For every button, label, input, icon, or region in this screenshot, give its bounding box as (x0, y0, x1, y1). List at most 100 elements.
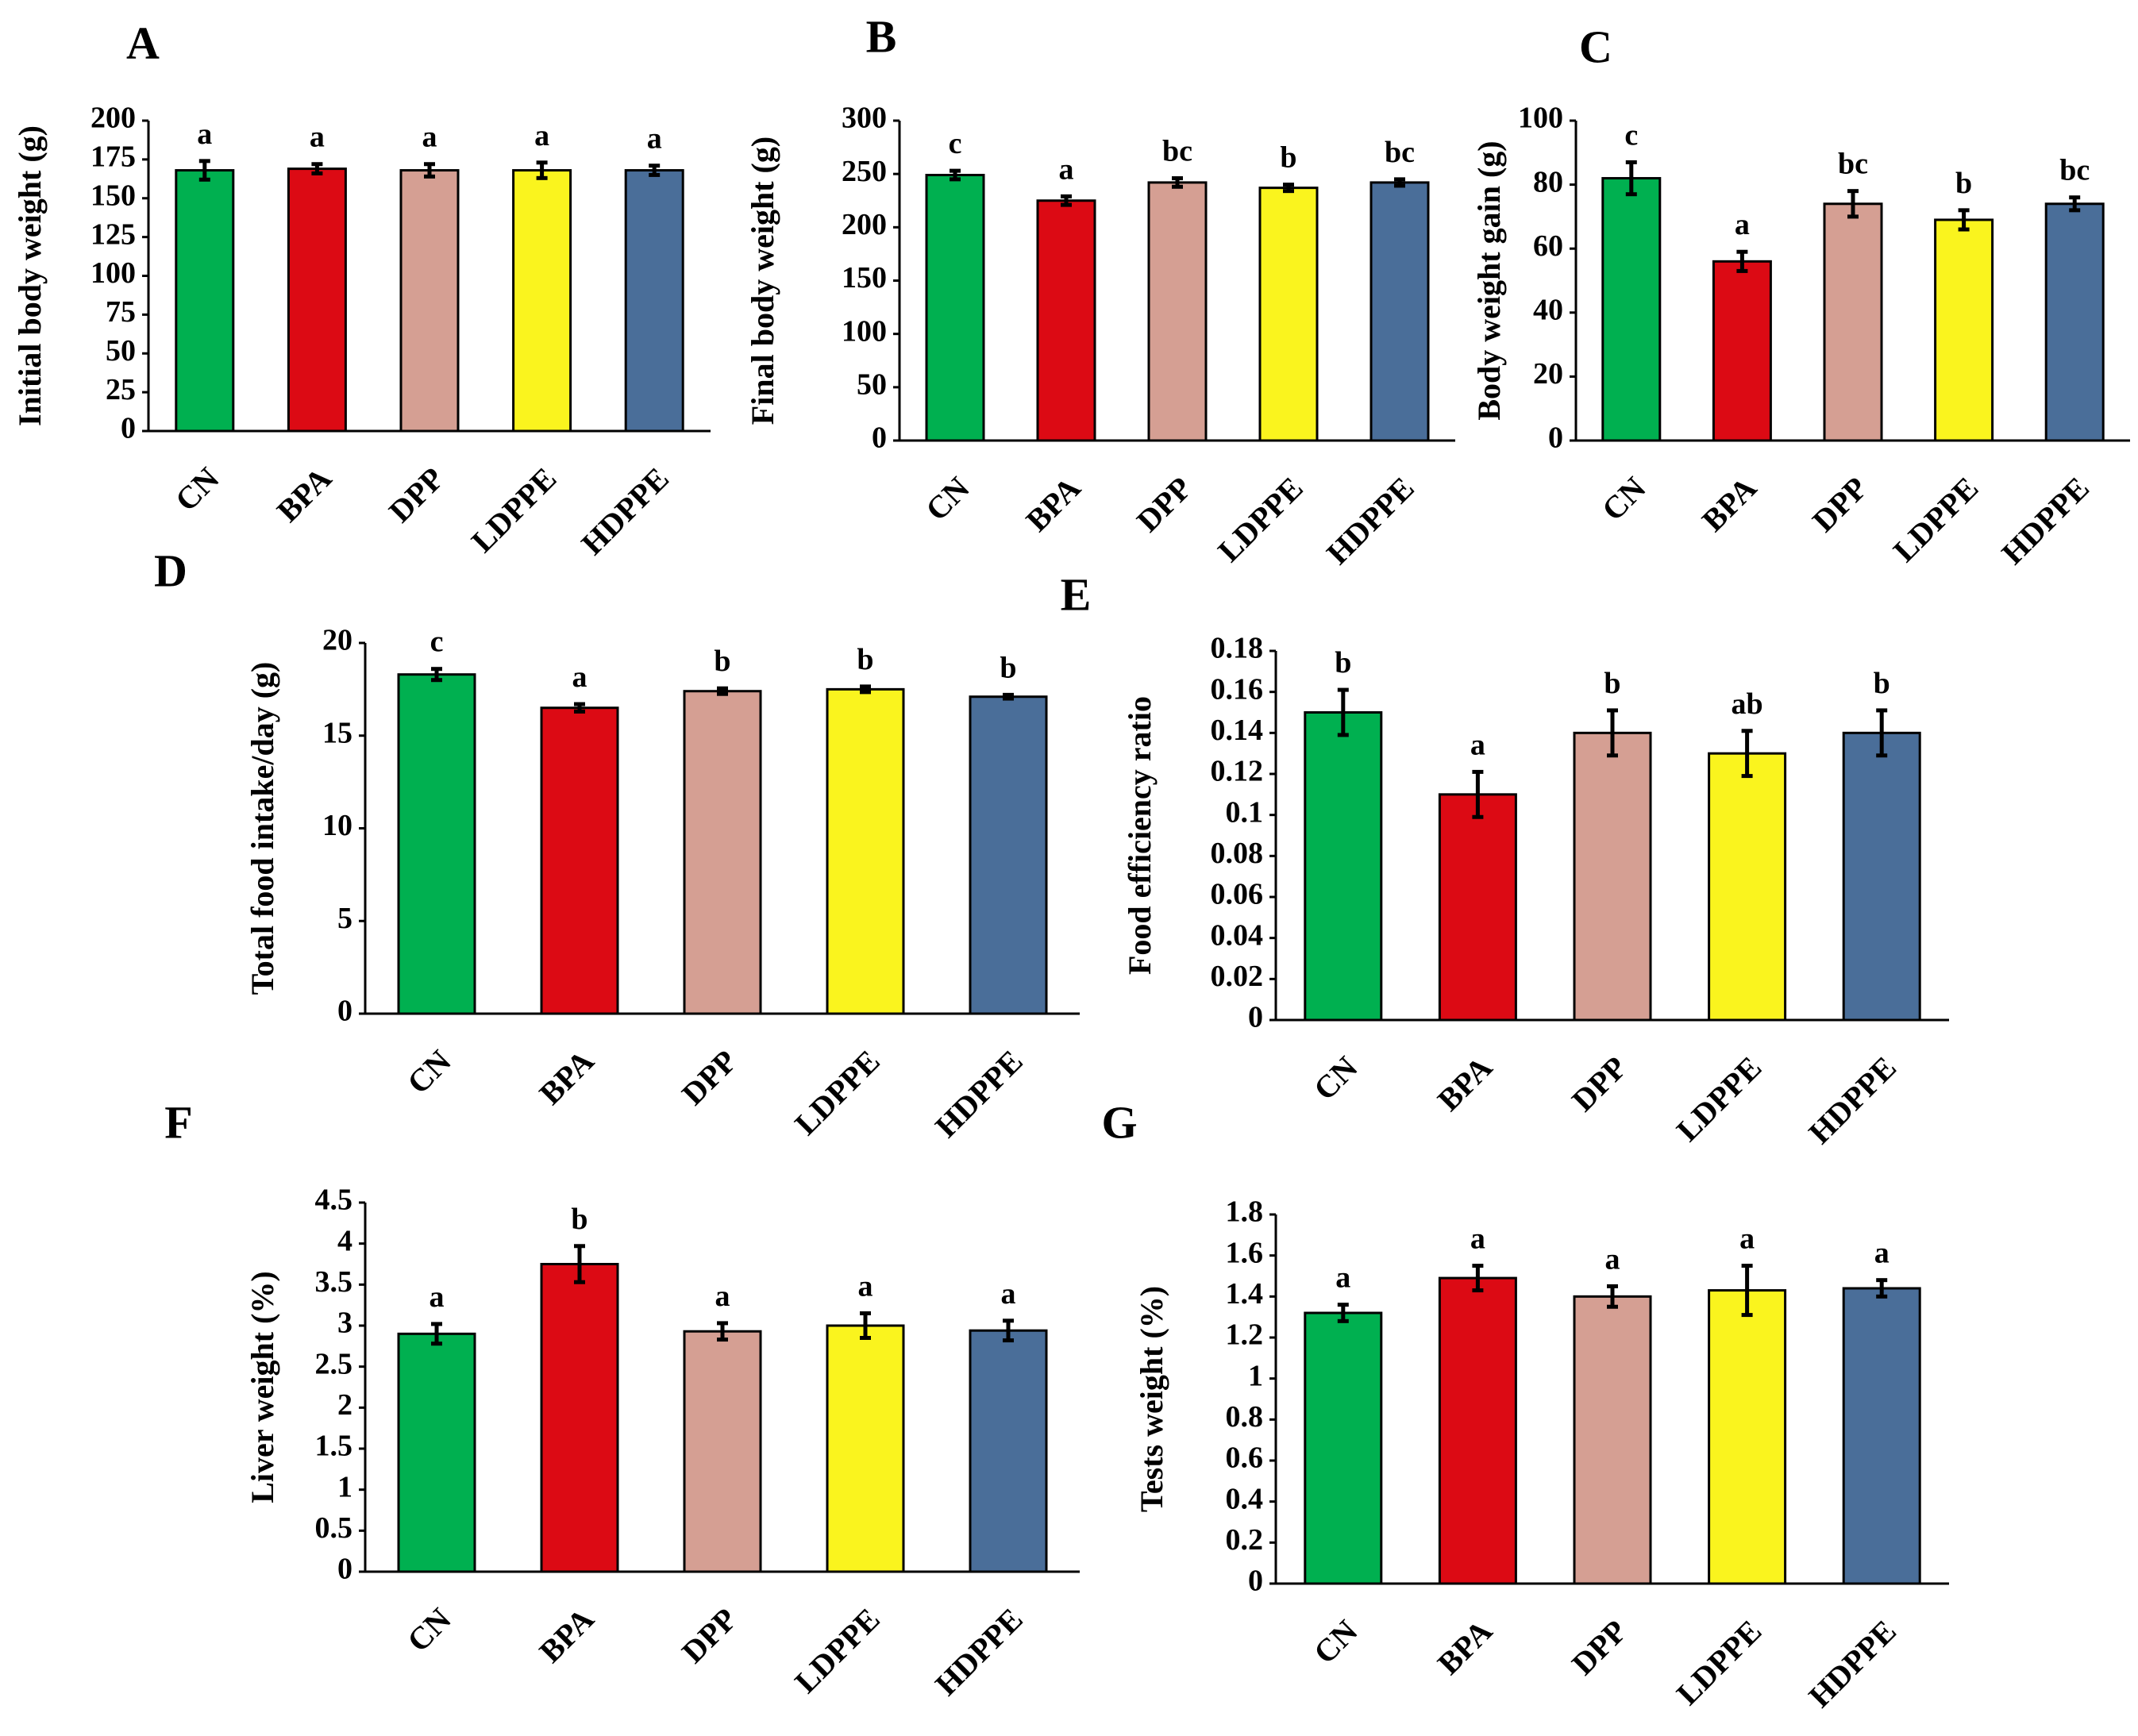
panel-letter-a: A (126, 17, 160, 68)
y-axis-label-d: Total food intake/day (g) (245, 662, 280, 995)
bar-f-cn (397, 1332, 476, 1573)
y-tick-label-e: 0.14 (1211, 714, 1264, 747)
y-tick-label-g: 1 (1248, 1359, 1263, 1392)
x-tick-label-b: HDPPE (1319, 470, 1421, 572)
x-tick-label-d: LDPPE (788, 1043, 887, 1142)
x-tick-label-g: HDPPE (1801, 1613, 1903, 1715)
chart-panel-b: B 0 50 100 150 200 250 300 Final body weight (g)… (745, 10, 1455, 572)
significance-letter-a: a (647, 122, 662, 156)
x-tick-label-d: HDPPE (928, 1043, 1030, 1145)
significance-letter-e: b (1335, 646, 1351, 679)
bar-a-dpp (399, 169, 460, 433)
significance-letter-f: a (858, 1270, 873, 1303)
chart-panel-e: E 0 0.02 0.04 0.06 0.08 0.1 0.12 0.14 0.16 0.18 Foo… (1061, 568, 1949, 1151)
y-tick-label-e: 0.04 (1211, 918, 1264, 952)
y-tick-label-g: 0.2 (1226, 1523, 1264, 1557)
x-tick-label-c: LDPPE (1886, 470, 1986, 569)
y-tick-label-b: 200 (842, 208, 887, 241)
bar-g-bpa (1438, 1276, 1517, 1585)
y-tick-label-b: 150 (842, 261, 887, 294)
significance-letter-f: a (715, 1280, 730, 1313)
y-tick-label-f: 3 (337, 1307, 352, 1340)
y-tick-label-f: 1.5 (315, 1430, 353, 1463)
chart-panel-f: F 0 0.5 1 1.5 2 2.5 3 3.5 4 4.5 Liver weight (%) a CN… (164, 1096, 1080, 1703)
y-tick-label-d: 20 (322, 624, 352, 657)
panel-letter-f: F (164, 1096, 192, 1148)
x-tick-label-a: BPA (270, 460, 338, 529)
x-tick-label-c: BPA (1695, 470, 1763, 538)
significance-letter-d: b (857, 643, 873, 676)
significance-letter-c: a (1735, 208, 1750, 241)
y-tick-label-g: 0.6 (1226, 1442, 1264, 1475)
significance-letter-a: a (310, 121, 325, 154)
y-tick-label-f: 4 (337, 1224, 352, 1257)
y-tick-label-f: 3.5 (315, 1265, 353, 1299)
y-tick-label-e: 0.16 (1211, 672, 1264, 706)
x-tick-label-c: HDPPE (1994, 470, 2096, 572)
panel-letter-c: C (1579, 21, 1612, 72)
significance-letter-b: b (1280, 141, 1296, 175)
y-tick-label-d: 0 (337, 995, 352, 1028)
significance-letter-g: a (1739, 1222, 1755, 1256)
x-tick-label-e: CN (1307, 1049, 1365, 1107)
bar-c-ldppe (1934, 218, 1994, 442)
significance-letter-f: a (430, 1280, 445, 1314)
y-tick-label-g: 1.6 (1226, 1236, 1264, 1269)
bar-f-bpa (540, 1263, 619, 1573)
significance-letter-f: b (571, 1203, 587, 1236)
significance-letter-e: ab (1732, 687, 1763, 721)
bar-f-hdppe (969, 1329, 1048, 1573)
y-tick-label-a: 125 (91, 217, 136, 251)
bar-e-ldppe (1708, 752, 1787, 1022)
x-tick-label-d: BPA (532, 1043, 600, 1111)
significance-letter-d: b (714, 645, 730, 678)
bar-e-dpp (1573, 731, 1652, 1022)
x-tick-label-e: BPA (1431, 1049, 1499, 1118)
y-tick-label-a: 75 (106, 295, 136, 329)
significance-letter-c: c (1624, 118, 1638, 152)
y-tick-label-a: 175 (91, 140, 136, 174)
y-tick-label-f: 4.5 (315, 1184, 353, 1217)
bar-b-ldppe (1258, 187, 1319, 442)
significance-letter-g: a (1874, 1237, 1890, 1270)
y-tick-label-f: 2.5 (315, 1347, 353, 1380)
panel-letter-g: G (1101, 1096, 1137, 1148)
x-tick-label-f: DPP (675, 1601, 744, 1670)
y-tick-label-e: 0.1 (1226, 795, 1264, 829)
x-tick-label-f: HDPPE (928, 1601, 1030, 1703)
significance-letter-g: a (1605, 1242, 1620, 1276)
y-tick-label-d: 10 (322, 809, 352, 842)
y-tick-label-e: 0.06 (1211, 878, 1264, 911)
x-tick-label-e: HDPPE (1801, 1049, 1903, 1151)
significance-letter-b: c (949, 127, 962, 160)
x-tick-label-b: LDPPE (1211, 470, 1310, 569)
y-tick-label-c: 20 (1533, 357, 1563, 391)
bar-e-bpa (1438, 793, 1517, 1022)
panel-letter-d: D (154, 545, 187, 596)
x-tick-label-a: CN (168, 460, 226, 518)
y-tick-label-a: 150 (91, 179, 136, 212)
significance-letter-a: a (422, 121, 437, 154)
bar-c-cn (1601, 177, 1662, 442)
y-tick-label-f: 1 (337, 1470, 352, 1503)
bar-g-dpp (1573, 1295, 1652, 1585)
y-tick-label-g: 1.4 (1226, 1277, 1264, 1311)
x-tick-label-g: CN (1307, 1613, 1365, 1671)
significance-letter-g: a (1470, 1222, 1485, 1256)
significance-letter-c: bc (1838, 148, 1868, 181)
x-tick-label-a: HDPPE (574, 460, 676, 562)
bar-a-cn (175, 169, 235, 433)
panel-letter-b: B (866, 10, 897, 62)
y-tick-label-d: 5 (337, 902, 352, 935)
y-axis-label-f: Liver weight (%) (245, 1271, 280, 1503)
y-tick-label-f: 2 (337, 1388, 352, 1422)
y-tick-label-a: 25 (106, 373, 136, 406)
chart-panel-c: C 0 20 40 60 80 100 Body weight gain (g) c CN a BPA… (1471, 21, 2130, 572)
y-tick-label-e: 0.12 (1211, 755, 1264, 788)
x-tick-label-e: DPP (1565, 1049, 1634, 1118)
significance-letter-c: b (1955, 167, 1972, 200)
bar-d-hdppe (969, 695, 1048, 1015)
y-tick-label-c: 0 (1548, 421, 1563, 455)
y-tick-label-b: 50 (857, 368, 887, 402)
significance-letter-e: a (1470, 728, 1485, 761)
